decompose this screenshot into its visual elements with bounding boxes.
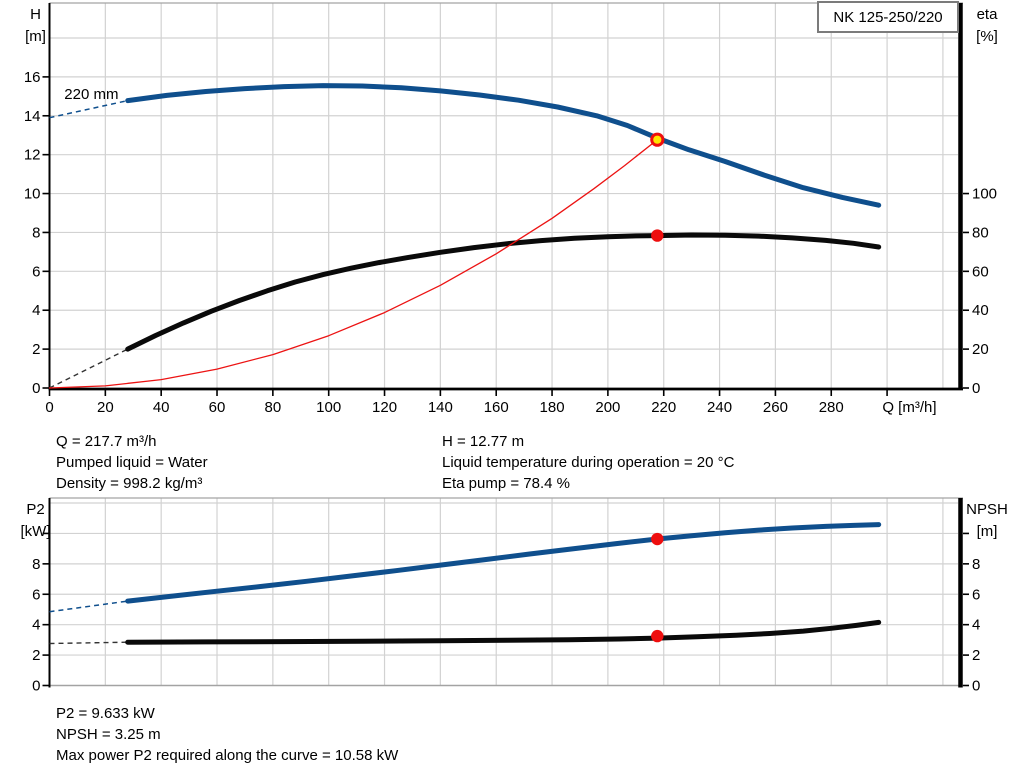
head-curve-extension: [49, 99, 128, 119]
efficiency-curve-extension: [49, 348, 129, 389]
y-left-tick-label: 6: [32, 586, 40, 603]
head-efficiency-chart: 0 20 40 60 80 100 120 140 160 180 200 220 240 260 280 Q…: [24, 2, 999, 416]
x-axis-tick-label: 120: [372, 399, 397, 416]
duty-info-left-column: Q = 217.7 m³/h Pumped liquid = Water Den…: [56, 431, 208, 494]
x-axis-tick-label: 200: [595, 399, 620, 416]
y-left-tick-label: 2: [32, 647, 40, 664]
head-value: H = 12.77 m: [442, 433, 525, 450]
npsh-curve: [125, 619, 882, 645]
p2-curve-extension: [49, 600, 128, 613]
x-axis-tick-label: 60: [209, 399, 226, 416]
duty-point-npsh: [651, 629, 664, 643]
eta-pump-value: Eta pump = 78.4 %: [442, 475, 570, 492]
y-right-tick-label: 20: [972, 341, 989, 358]
y-left-tick-label: 4: [32, 302, 40, 319]
y-left-tick-label: 12: [24, 147, 41, 164]
y-left-tick-label: 2: [32, 341, 40, 358]
curve-annotation: 220 mm: [64, 86, 118, 103]
pumped-liquid-value: Pumped liquid = Water: [56, 454, 208, 471]
y-left-tick-label: 4: [32, 617, 40, 634]
x-axis-tick-label: 140: [428, 399, 453, 416]
x-axis-title: Q [m³/h]: [882, 399, 936, 416]
x-axis-tick-label: 280: [819, 399, 844, 416]
y-right-tick-label: 0: [972, 678, 980, 695]
y-right-tick-label: 0: [972, 380, 980, 397]
y-right-tick-label: 2: [972, 647, 980, 664]
x-axis-tick-label: 220: [651, 399, 676, 416]
system-curve: [48, 139, 658, 389]
npsh-value: NPSH = 3.25 m: [56, 726, 161, 743]
x-axis-tick-label: 240: [707, 399, 732, 416]
pump-type-label: NK 125-250/220: [833, 8, 943, 26]
p2-curve: [125, 522, 882, 604]
y-left-tick-label: 6: [32, 263, 40, 280]
y-right-tick-label: 40: [972, 302, 989, 319]
pump-type-box: NK 125-250/220: [817, 1, 959, 33]
x-axis-tick-label: 260: [763, 399, 788, 416]
y-right-axis-title: eta: [977, 6, 999, 23]
duty-info-right-column: H = 12.77 m Liquid temperature during op…: [442, 431, 734, 494]
x-axis-tick-label: 80: [265, 399, 282, 416]
density-value: Density = 998.2 kg/m³: [56, 475, 203, 492]
x-axis-tick-label: 100: [316, 399, 341, 416]
x-axis-tick-label: 40: [153, 399, 170, 416]
y-left-axis-title: [m]: [25, 28, 46, 45]
duty-point-head: [650, 132, 665, 147]
x-axis-tick-label: 180: [540, 399, 565, 416]
duty-point-p2: [651, 532, 664, 546]
y-right-tick-label: 80: [972, 224, 989, 241]
y-left-tick-label: 8: [32, 224, 40, 241]
max-power-value: Max power P2 required along the curve = …: [56, 747, 399, 764]
y-right-axis-title: [%]: [976, 28, 998, 45]
y-left-axis-title: [kW]: [21, 523, 51, 540]
power-npsh-chart: 0 2 4 6 8 0 2 4 6 8 P2 [kW] NPSH [m]: [21, 497, 1008, 695]
head-curve: [125, 83, 882, 208]
flow-value: Q = 217.7 m³/h: [56, 433, 157, 450]
liquid-temperature-value: Liquid temperature during operation = 20…: [442, 454, 735, 471]
y-left-tick-label: 10: [24, 186, 41, 203]
y-right-tick-label: 8: [972, 556, 980, 573]
y-right-tick-label: 100: [972, 186, 997, 203]
y-left-tick-label: 0: [32, 380, 40, 397]
y-left-tick-label: 0: [32, 678, 40, 695]
y-right-tick-label: 60: [972, 263, 989, 280]
y-right-axis-title: NPSH: [966, 501, 1008, 518]
x-axis-tick-label: 160: [484, 399, 509, 416]
y-right-axis-title: [m]: [977, 523, 998, 540]
duty-point-efficiency: [651, 229, 664, 242]
y-left-tick-label: 8: [32, 556, 40, 573]
power-info-column: P2 = 9.633 kW NPSH = 3.25 m Max power P2…: [56, 703, 398, 766]
y-right-tick-label: 4: [972, 617, 980, 634]
y-left-axis-title: P2: [26, 501, 44, 518]
p2-value: P2 = 9.633 kW: [56, 705, 155, 722]
y-right-tick-label: 6: [972, 586, 980, 603]
y-left-tick-label: 16: [24, 69, 41, 86]
efficiency-curve: [125, 232, 882, 352]
npsh-curve-extension: [49, 641, 128, 645]
x-axis-tick-label: 20: [97, 399, 114, 416]
y-left-axis-title: H: [30, 6, 41, 23]
x-axis-tick-label: 0: [45, 399, 53, 416]
y-left-tick-label: 14: [24, 108, 41, 125]
